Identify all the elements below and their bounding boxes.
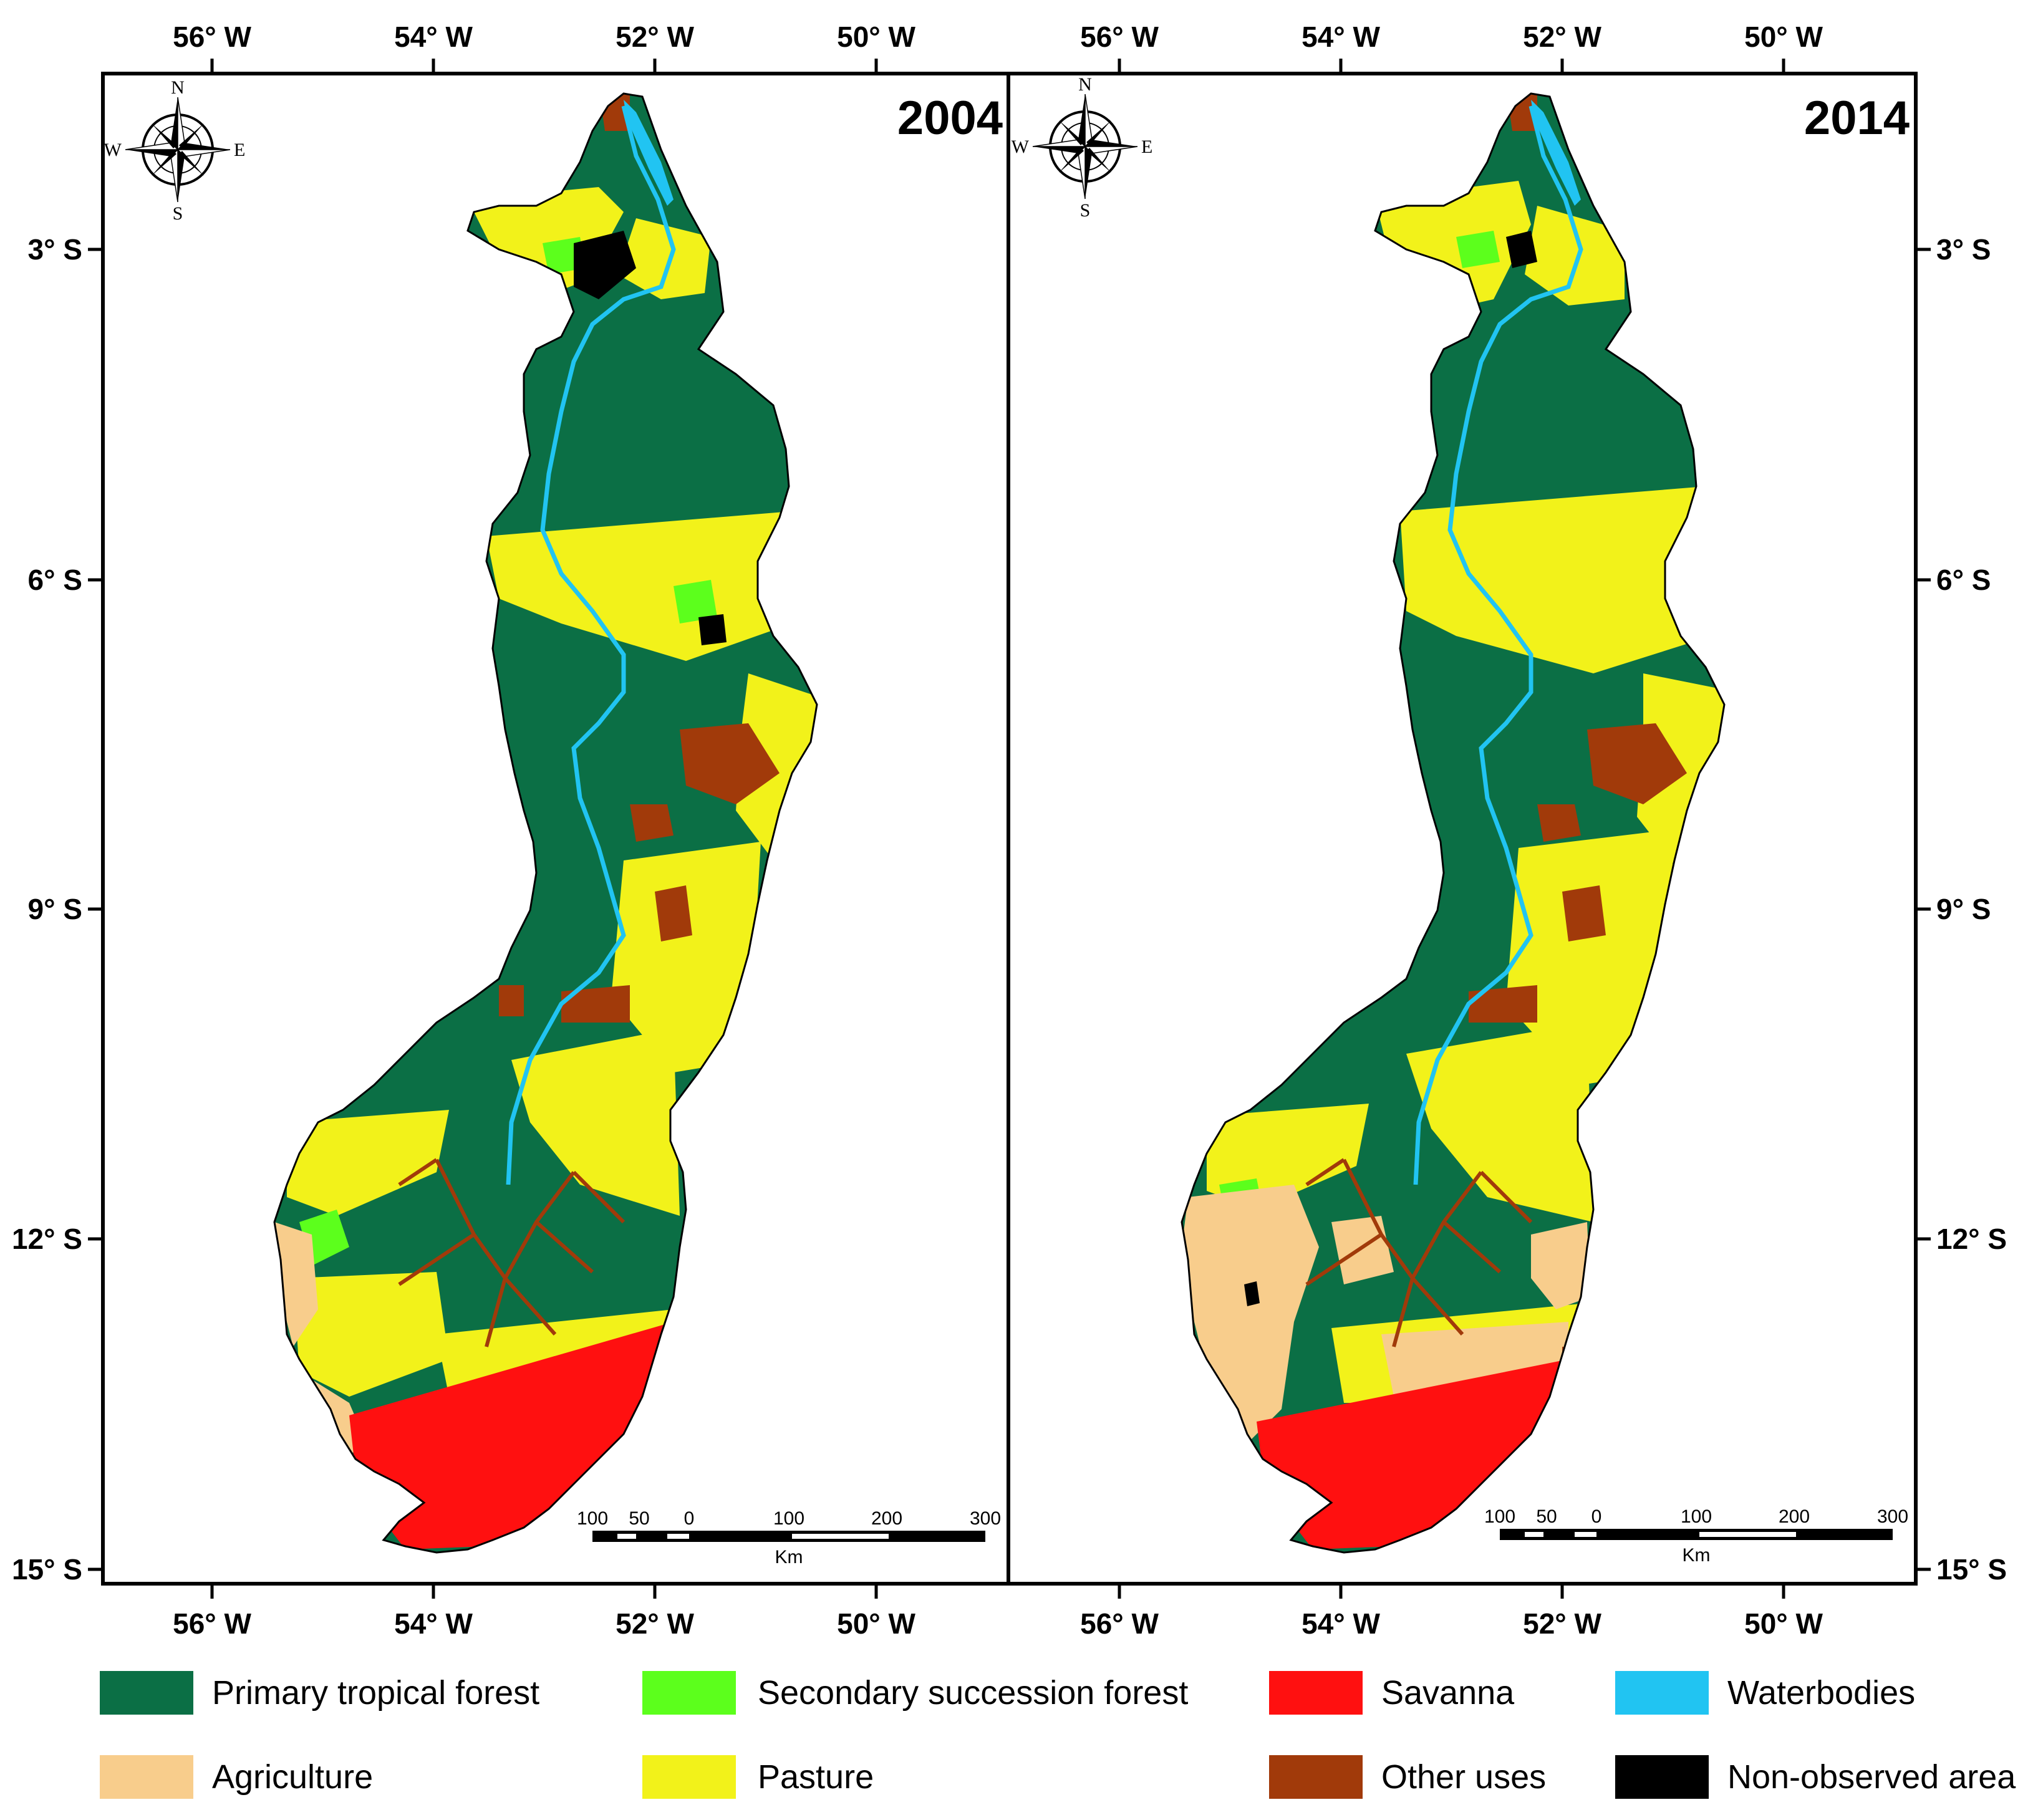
legend: Primary tropical forest Secondary succes… <box>100 1671 2016 1799</box>
scale-tick-label: 100 <box>1681 1506 1712 1527</box>
legend-label-other-uses: Other uses <box>1381 1758 1546 1796</box>
latitude-tick-label: 15° S <box>12 1553 82 1586</box>
other-uses-area <box>1469 94 1687 1378</box>
compass-south-label: S <box>1080 200 1091 221</box>
non-observed-area <box>1244 231 1537 1306</box>
scale-bar-2014: 100 50 0 100 200 300 Km <box>1484 1506 1908 1566</box>
legend-swatch-non-observed-area <box>1615 1755 1709 1799</box>
scale-tick-label: 100 <box>577 1508 608 1529</box>
longitude-tick-label: 54° W <box>394 21 473 53</box>
longitude-tick-label: 56° W <box>1080 1607 1159 1640</box>
compass-east-label: E <box>234 140 245 160</box>
compass-south-label: S <box>173 203 183 224</box>
latitude-tick-label: 6° S <box>1936 564 1991 596</box>
legend-swatch-secondary-succession-forest <box>642 1671 736 1715</box>
longitude-tick-label: 54° W <box>1302 21 1380 53</box>
basin-land-use-map-2004 <box>274 94 817 1553</box>
year-label-2014: 2014 <box>1804 92 1910 145</box>
legend-swatch-agriculture <box>100 1755 193 1799</box>
legend-label-primary-tropical-forest: Primary tropical forest <box>212 1674 539 1712</box>
longitude-tick-label: 56° W <box>173 1607 251 1640</box>
graticule-ticks: 56° W 56° W 54° W 54° W 52° W 52° W 50° W 50° W… <box>12 21 2007 1640</box>
map-panel-2014 <box>1007 72 1918 1586</box>
longitude-tick-label: 52° W <box>616 21 694 53</box>
scale-unit-label: Km <box>1683 1545 1711 1566</box>
legend-label-agriculture: Agriculture <box>212 1758 373 1796</box>
legend-label-secondary-succession-forest: Secondary succession forest <box>758 1674 1188 1712</box>
map-panel-2004 <box>101 72 1010 1586</box>
scale-tick-label: 200 <box>1779 1506 1810 1527</box>
longitude-tick-label: 56° W <box>1080 21 1159 53</box>
scale-tick-label: 50 <box>1536 1506 1557 1527</box>
longitude-tick-label: 52° W <box>1523 21 1601 53</box>
scale-tick-label: 300 <box>970 1508 1001 1529</box>
basin-land-use-map-2014 <box>1182 94 1724 1553</box>
compass-west-label: W <box>1012 137 1030 157</box>
longitude-tick-label: 56° W <box>173 21 251 53</box>
scale-tick-label: 100 <box>773 1508 804 1529</box>
scale-tick-label: 50 <box>629 1508 649 1529</box>
other-uses-drainage-network <box>1305 1158 1533 1347</box>
legend-swatch-primary-tropical-forest <box>100 1671 193 1715</box>
scale-tick-label: 300 <box>1877 1506 1908 1527</box>
other-uses-drainage-network <box>398 1158 625 1347</box>
non-observed-area <box>574 231 727 645</box>
longitude-tick-label: 52° W <box>616 1607 694 1640</box>
latitude-tick-label: 9° S <box>28 893 82 925</box>
river-waterbody <box>506 105 676 1185</box>
legend-label-non-observed-area: Non-observed area <box>1727 1758 2016 1796</box>
scale-tick-label: 0 <box>1591 1506 1602 1527</box>
north-arrow-compass-2004: N S E W <box>104 77 246 224</box>
legend-swatch-other-uses <box>1269 1755 1363 1799</box>
scale-tick-label: 200 <box>871 1508 902 1529</box>
latitude-tick-label: 3° S <box>28 233 82 266</box>
scale-unit-label: Km <box>775 1547 803 1567</box>
longitude-tick-label: 50° W <box>1744 21 1823 53</box>
year-label-2004: 2004 <box>897 92 1003 145</box>
legend-label-savanna: Savanna <box>1381 1674 1515 1712</box>
longitude-tick-label: 52° W <box>1523 1607 1601 1640</box>
compass-north-label: N <box>1078 74 1092 95</box>
scale-bar-2004: 100 50 0 100 200 300 Km <box>577 1508 1001 1567</box>
latitude-tick-label: 9° S <box>1936 893 1991 925</box>
compass-east-label: E <box>1141 137 1152 157</box>
legend-swatch-savanna <box>1269 1671 1363 1715</box>
longitude-tick-label: 50° W <box>1744 1607 1823 1640</box>
compass-west-label: W <box>104 140 122 160</box>
latitude-tick-label: 3° S <box>1936 233 1991 266</box>
legend-label-pasture: Pasture <box>758 1758 874 1796</box>
latitude-tick-label: 6° S <box>28 564 82 596</box>
savanna-area <box>349 1322 674 1549</box>
legend-label-waterbodies: Waterbodies <box>1727 1674 1915 1712</box>
longitude-tick-label: 50° W <box>837 1607 915 1640</box>
latitude-tick-label: 12° S <box>12 1223 82 1255</box>
reservoir-waterbody <box>1531 100 1581 206</box>
scale-tick-label: 100 <box>1484 1506 1515 1527</box>
legend-swatch-waterbodies <box>1615 1671 1709 1715</box>
legend-swatch-pasture <box>642 1755 736 1799</box>
compass-north-label: N <box>171 77 185 98</box>
longitude-tick-label: 54° W <box>394 1607 473 1640</box>
pasture-area <box>287 187 817 1397</box>
reservoir-waterbody <box>624 100 674 206</box>
latitude-tick-label: 15° S <box>1936 1553 2007 1586</box>
savanna-area <box>1257 1359 1568 1549</box>
river-waterbody <box>1413 105 1583 1185</box>
north-arrow-compass-2014: N S E W <box>1012 74 1153 221</box>
longitude-tick-label: 54° W <box>1302 1607 1380 1640</box>
longitude-tick-label: 50° W <box>837 21 915 53</box>
latitude-tick-label: 12° S <box>1936 1223 2007 1255</box>
scale-tick-label: 0 <box>684 1508 695 1529</box>
